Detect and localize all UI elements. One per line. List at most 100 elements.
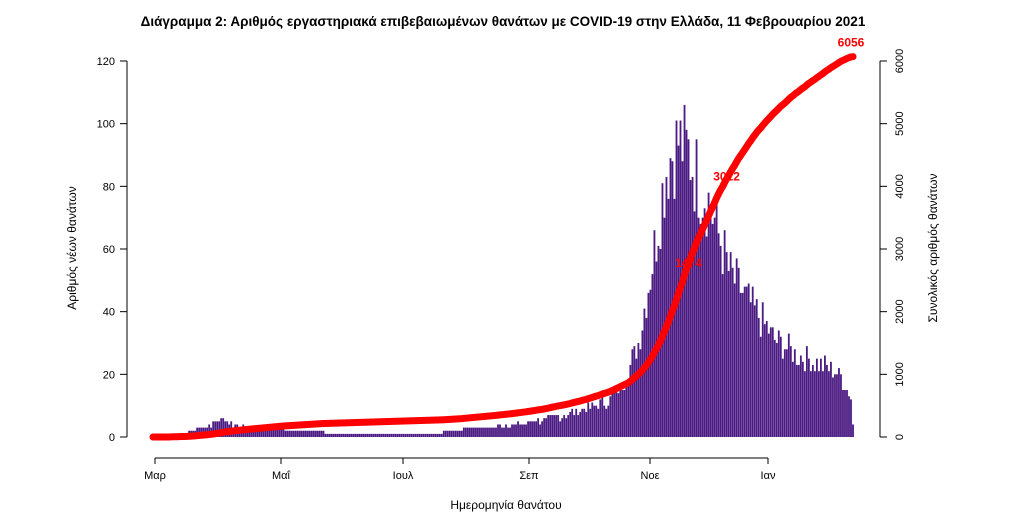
daily-death-bar [214,421,217,437]
daily-death-bar [290,430,293,437]
daily-death-bar [366,433,369,437]
daily-death-bar [394,433,397,437]
daily-death-bar [791,361,794,437]
daily-death-bar [432,433,435,437]
daily-death-bar [448,430,451,437]
daily-death-bar [328,433,331,437]
daily-death-bar [811,364,814,437]
daily-death-bar [222,418,225,437]
daily-death-bar [374,433,377,437]
daily-death-bar [334,433,337,437]
daily-death-bar [462,427,465,437]
daily-death-bar [745,286,748,437]
daily-death-bar [314,430,317,437]
daily-death-bar [707,192,710,437]
daily-death-bar [412,433,415,437]
daily-death-bar [284,430,287,437]
daily-death-bar [607,405,610,437]
daily-death-bar [809,371,812,437]
daily-death-bar [525,424,527,437]
daily-death-bar [308,430,311,437]
daily-death-bar [619,383,622,437]
daily-death-bar [787,333,790,437]
daily-death-bar [850,399,852,437]
daily-death-bar [515,424,517,437]
daily-death-bar [763,324,766,437]
daily-death-bar [601,396,604,437]
daily-death-bar [759,336,762,437]
daily-death-bar [669,158,672,437]
daily-death-bar [426,433,429,437]
daily-death-bar [454,430,457,437]
y-right-tick-label: 0 [894,434,906,440]
daily-death-bar [653,230,656,437]
daily-death-bar [304,430,307,437]
daily-death-bar [338,433,341,437]
daily-death-bar [563,415,566,437]
daily-death-bar [507,427,509,437]
daily-death-bar [326,433,329,437]
daily-death-bar [479,427,481,437]
daily-death-bar [838,368,840,437]
daily-death-bar [456,430,459,437]
daily-death-bar [519,424,521,437]
daily-death-bar [725,252,728,437]
daily-death-bar [282,427,285,437]
daily-death-bar [625,386,628,437]
daily-death-bar [687,139,690,437]
x-tick-label: Σεπ [519,470,539,482]
y-right-axis-label: Συνολικός αριθμός θανάτων [926,173,940,322]
daily-death-bar [824,355,826,437]
daily-death-bar [481,427,483,437]
daily-death-bar [364,433,367,437]
daily-death-bar [701,217,704,437]
daily-death-bar [336,433,339,437]
daily-death-bar [318,430,321,437]
daily-death-bar [410,433,413,437]
daily-death-bar [565,418,568,437]
daily-death-bar [517,421,519,437]
daily-death-bar [414,433,417,437]
daily-death-bar [820,358,822,437]
daily-death-bar [330,433,333,437]
daily-death-bar [561,418,564,437]
daily-death-bar [848,396,850,437]
daily-death-bar [440,433,443,437]
daily-death-bar [691,176,694,437]
daily-death-bar [573,415,576,437]
daily-death-bar [803,371,806,437]
daily-death-bar [493,427,495,437]
daily-death-bar [362,433,365,437]
daily-death-bar [376,433,379,437]
x-tick-label: Ιαν [761,470,776,482]
daily-death-bar [473,427,475,437]
daily-death-bar [743,286,746,437]
daily-death-bar [218,421,221,437]
daily-death-bar [258,427,261,437]
daily-death-bar [822,371,824,437]
daily-death-bar [471,427,473,437]
daily-death-bar [332,433,335,437]
daily-death-bar [531,421,533,437]
daily-death-bar [430,433,433,437]
daily-death-bar [278,427,281,437]
daily-death-bar [559,421,562,437]
daily-death-bar [593,405,596,437]
daily-death-bar [815,358,818,437]
daily-death-bar [797,364,800,437]
axes-group: 0 20 40 60 80 100 120 0 1000 2000 3000 4000 5000 6000… [97,49,906,482]
y-right-tick-label: 2000 [894,299,906,323]
daily-death-bar [404,433,407,437]
y-right-tick-label: 1000 [894,362,906,386]
daily-death-bar [551,415,554,437]
daily-death-bar [751,286,754,437]
daily-death-bar [842,390,844,437]
daily-death-bar [344,433,347,437]
daily-death-bar [497,424,499,437]
daily-death-bar [533,421,535,437]
daily-death-bar [789,346,792,437]
daily-death-bar [553,415,556,437]
daily-death-bar [793,349,796,437]
daily-death-bar [723,230,726,437]
daily-death-bar [635,358,638,437]
